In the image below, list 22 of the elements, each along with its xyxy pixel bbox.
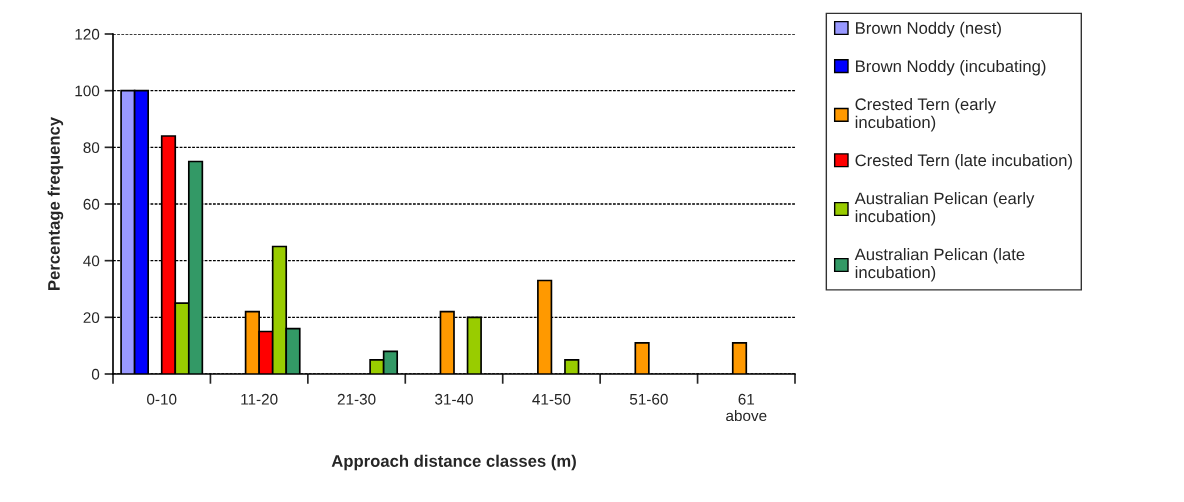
y-axis-title: Percentage frequency [47,117,64,290]
legend-label: Australian Pelican (early incubation) [854,192,1035,226]
x-tick-label: 41-50 [532,393,571,405]
x-axis-title: Approach distance classes (m) [331,454,576,471]
y-tick-label: 60 [83,198,100,210]
x-tick-label: 0-10 [147,393,177,405]
y-tick-label: 20 [83,312,100,324]
y-tick-label: 0 [91,368,100,380]
legend-label: Brown Noddy (nest) [856,21,1001,38]
x-tick-label: 61 above [726,393,767,422]
x-tick-label: 11-20 [241,393,278,405]
legend-label: Australian Pelican (late incubation) [854,248,1025,282]
legend-label: Brown Noddy (incubating) [856,59,1046,76]
y-tick-label: 40 [83,255,100,267]
x-tick-label: 31-40 [435,393,473,405]
legend-label: Crested Tern (early incubation) [855,97,997,132]
y-tick-label: 100 [75,85,100,97]
legend-label: Crested Tern (late incubation) [855,153,1072,170]
y-tick-label: 80 [83,142,100,154]
x-tick-label: 21-30 [337,393,376,405]
y-tick-label: 120 [75,28,100,40]
x-tick-label: 51-60 [629,393,668,405]
